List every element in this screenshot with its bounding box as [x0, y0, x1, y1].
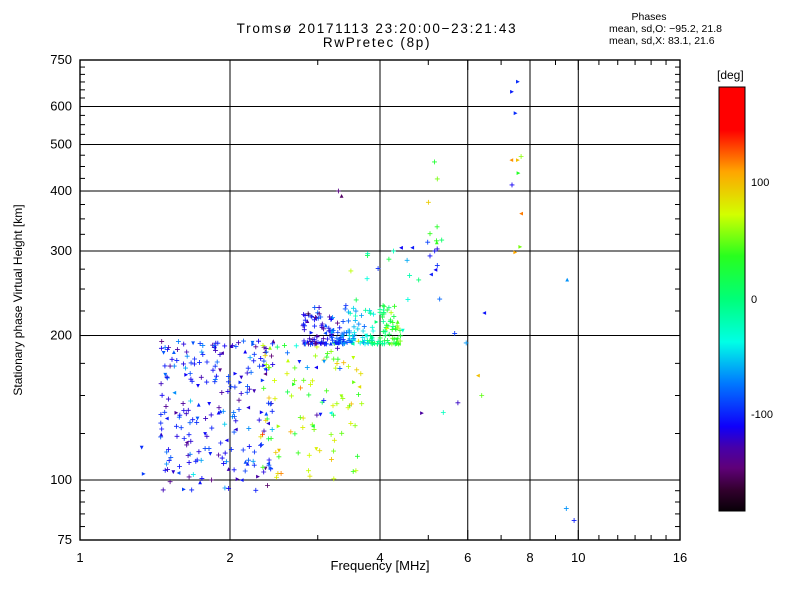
svg-text:mean, sd,X: 83.1, 21.6: mean, sd,X: 83.1, 21.6 [609, 35, 715, 47]
svg-text:-100: -100 [751, 409, 773, 421]
svg-text:2: 2 [226, 550, 233, 565]
svg-text:200: 200 [50, 328, 72, 343]
svg-text:0: 0 [751, 294, 757, 306]
svg-text:600: 600 [50, 99, 72, 114]
svg-text:[deg]: [deg] [717, 68, 744, 82]
svg-text:1: 1 [76, 550, 83, 565]
svg-text:Phases: Phases [631, 11, 666, 23]
svg-text:6: 6 [464, 550, 471, 565]
svg-text:300: 300 [50, 243, 72, 258]
svg-text:100: 100 [50, 472, 72, 487]
svg-text:Stationary phase Virtual Heigh: Stationary phase Virtual Height [km] [11, 204, 25, 395]
svg-text:750: 750 [50, 52, 72, 67]
svg-text:16: 16 [673, 550, 687, 565]
svg-text:75: 75 [58, 532, 72, 547]
svg-text:Frequency [MHz]: Frequency [MHz] [331, 558, 430, 573]
svg-text:500: 500 [50, 137, 72, 152]
svg-text:Tromsø 20171113 23:20:00−23:: Tromsø 20171113 23:20:00−23:21:43 [237, 21, 518, 36]
svg-text:mean, sd,O: −95.2, 21.8: mean, sd,O: −95.2, 21.8 [609, 23, 722, 35]
svg-text:100: 100 [751, 177, 769, 189]
svg-text:10: 10 [571, 550, 585, 565]
svg-text:RwPretec (8p): RwPretec (8p) [323, 35, 431, 50]
svg-text:400: 400 [50, 183, 72, 198]
svg-text:8: 8 [526, 550, 533, 565]
